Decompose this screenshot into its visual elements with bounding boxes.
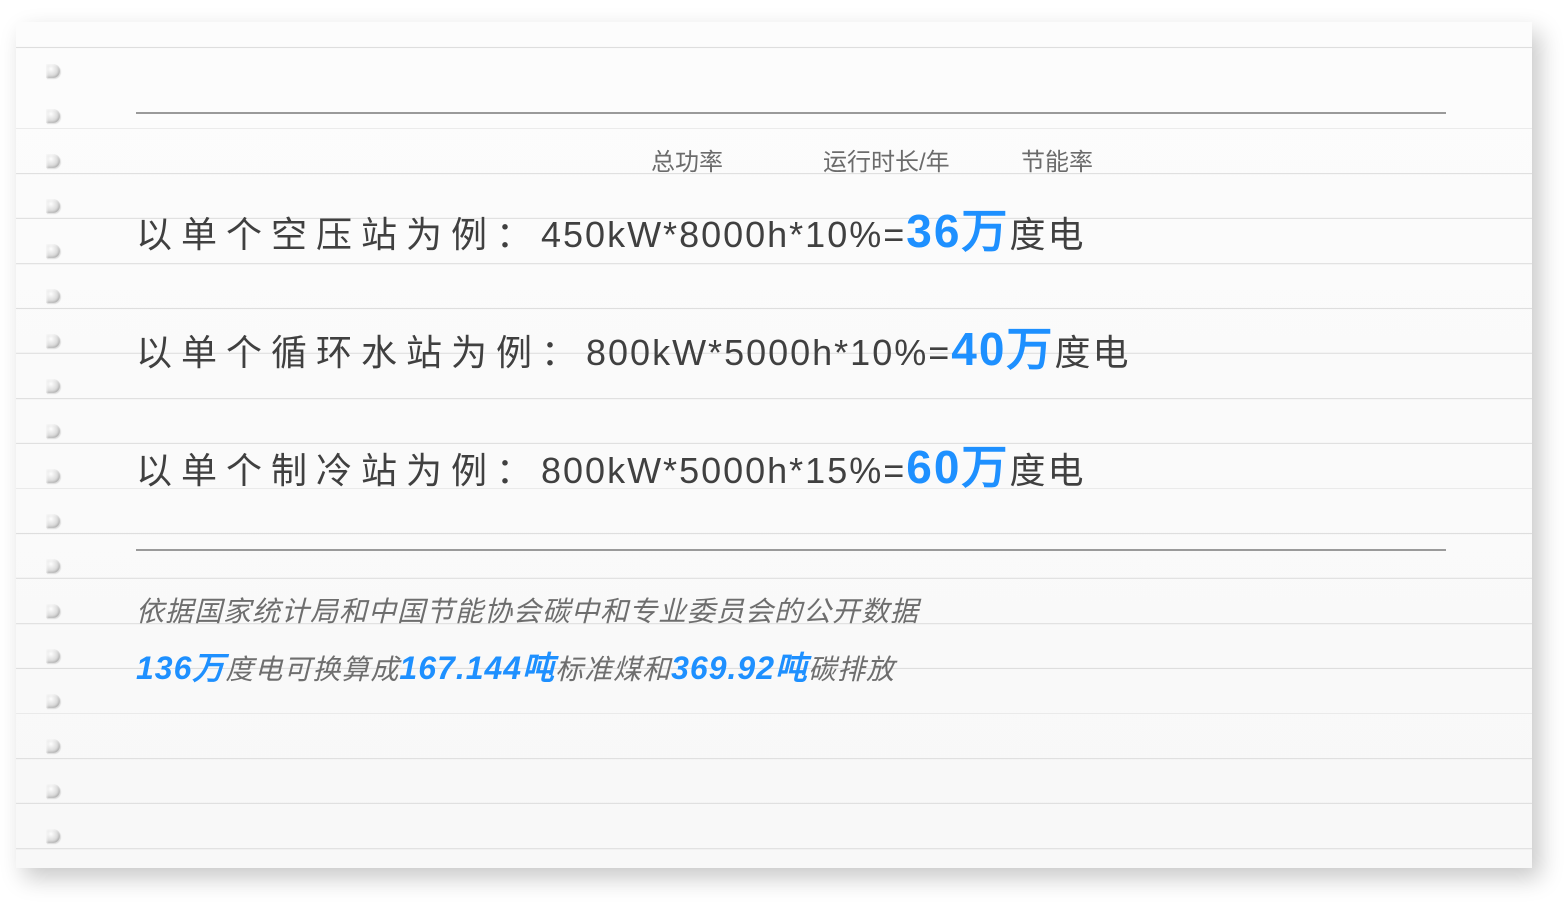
binder-hole (46, 784, 60, 798)
example-result-unit: 度电 (1054, 332, 1130, 373)
example-result-unit: 度电 (1009, 214, 1085, 255)
example-result-value: 60万 (906, 441, 1009, 493)
binder-hole (46, 649, 60, 663)
example-row: 以单个制冷站为例：800kW*5000h*15%=60万度电 (136, 431, 1466, 497)
example-row: 以单个循环水站为例：800kW*5000h*10%=40万度电 (136, 313, 1466, 379)
footer-coal: 167.144吨 (399, 650, 555, 686)
binder-hole (46, 829, 60, 843)
binder-hole (46, 694, 60, 708)
example-row: 以单个空压站为例：450kW*8000h*10%=36万度电 (136, 195, 1466, 261)
footer-seg1: 度电可换算成 (225, 654, 399, 685)
example-result-value: 36万 (906, 205, 1009, 257)
footer-note: 依据国家统计局和中国节能协会碳中和专业委员会的公开数据 136万度电可换算成16… (136, 585, 1466, 699)
header-spacer (136, 142, 651, 177)
example-calc: 800kW*5000h*10%= (586, 332, 951, 373)
example-result-unit: 度电 (1009, 450, 1085, 491)
binder-hole (46, 469, 60, 483)
binder-hole (46, 154, 60, 168)
example-calc: 450kW*8000h*10%= (541, 214, 906, 255)
footer-seg3: 碳排放 (808, 654, 895, 685)
binder-hole (46, 514, 60, 528)
footer-carbon: 369.92吨 (671, 650, 808, 686)
example-calc: 800kW*5000h*15%= (541, 450, 906, 491)
binder-hole (46, 739, 60, 753)
example-prefix: 以单个空压站为例： (136, 214, 541, 255)
stage: 总功率 运行时长/年 节能率 以单个空压站为例：450kW*8000h*10%=… (0, 0, 1564, 907)
mid-divider (136, 549, 1446, 551)
example-result-value: 40万 (951, 323, 1054, 375)
binder-hole (46, 604, 60, 618)
examples-list: 以单个空压站为例：450kW*8000h*10%=36万度电以单个循环水站为例：… (136, 195, 1466, 497)
header-saving: 节能率 (1021, 142, 1151, 177)
binder-hole (46, 244, 60, 258)
notebook-paper: 总功率 运行时长/年 节能率 以单个空压站为例：450kW*8000h*10%=… (16, 22, 1532, 868)
binder-hole (46, 334, 60, 348)
top-divider (136, 112, 1446, 114)
footer-total-elec: 136万 (136, 650, 225, 686)
header-runtime: 运行时长/年 (823, 142, 1021, 177)
footer-seg2: 标准煤和 (555, 654, 671, 685)
header-power: 总功率 (651, 142, 823, 177)
binder-hole (46, 424, 60, 438)
binder-holes (46, 64, 66, 874)
content-area: 总功率 运行时长/年 节能率 以单个空压站为例：450kW*8000h*10%=… (136, 112, 1466, 699)
example-prefix: 以单个循环水站为例： (136, 332, 586, 373)
example-prefix: 以单个制冷站为例： (136, 450, 541, 491)
binder-hole (46, 64, 60, 78)
binder-hole (46, 379, 60, 393)
footer-source-line: 依据国家统计局和中国节能协会碳中和专业委员会的公开数据 (136, 585, 1466, 638)
binder-hole (46, 289, 60, 303)
column-headers: 总功率 运行时长/年 节能率 (136, 142, 1466, 177)
binder-hole (46, 109, 60, 123)
footer-conversion-line: 136万度电可换算成167.144吨标准煤和369.92吨碳排放 (136, 638, 1466, 699)
binder-hole (46, 559, 60, 573)
binder-hole (46, 199, 60, 213)
